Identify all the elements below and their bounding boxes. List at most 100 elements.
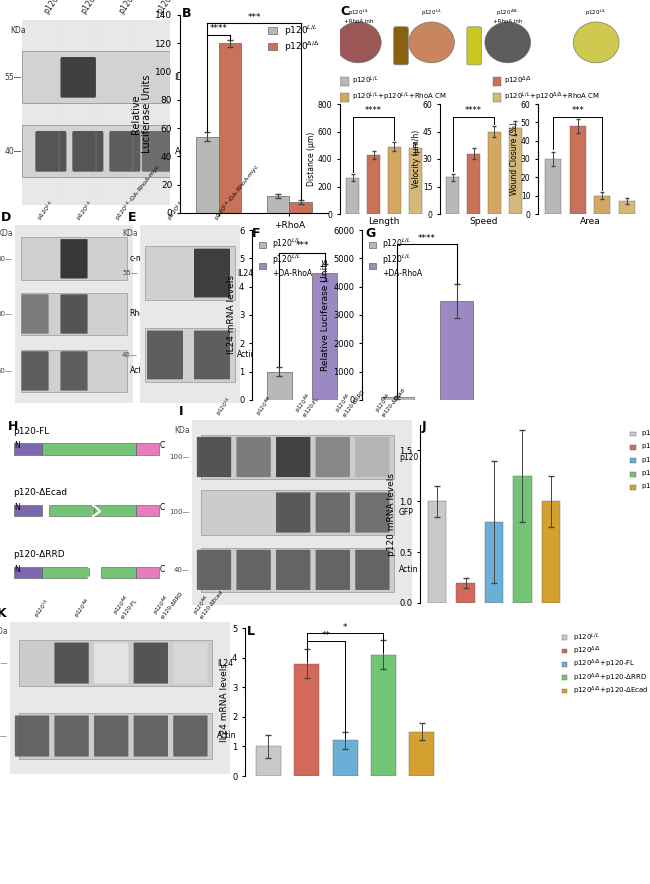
- FancyBboxPatch shape: [356, 550, 389, 590]
- Text: IL24: IL24: [174, 72, 192, 82]
- Text: IL24: IL24: [237, 269, 253, 278]
- Y-axis label: Relative
Luciferase Units: Relative Luciferase Units: [131, 75, 152, 153]
- FancyBboxPatch shape: [21, 293, 127, 335]
- Text: KDa: KDa: [0, 627, 8, 636]
- FancyBboxPatch shape: [316, 550, 350, 590]
- Y-axis label: Distance (μm): Distance (μm): [307, 132, 317, 187]
- FancyBboxPatch shape: [394, 27, 408, 65]
- Y-axis label: p120 mRNA levels: p120 mRNA levels: [387, 473, 396, 555]
- FancyBboxPatch shape: [134, 643, 168, 683]
- FancyBboxPatch shape: [94, 505, 136, 516]
- FancyBboxPatch shape: [14, 444, 42, 454]
- FancyBboxPatch shape: [14, 567, 42, 578]
- FancyBboxPatch shape: [356, 492, 389, 532]
- Y-axis label: Velocity (μm/h): Velocity (μm/h): [412, 130, 421, 188]
- Text: 40—: 40—: [122, 352, 138, 358]
- Text: B: B: [182, 6, 192, 19]
- Y-axis label: Relative Luciferase Units: Relative Luciferase Units: [322, 259, 330, 371]
- FancyBboxPatch shape: [197, 550, 231, 590]
- FancyBboxPatch shape: [276, 437, 310, 477]
- Text: G: G: [365, 227, 375, 240]
- FancyBboxPatch shape: [21, 349, 127, 392]
- Bar: [289, 202, 312, 213]
- Text: **: **: [321, 631, 330, 640]
- Text: Actin: Actin: [237, 350, 257, 360]
- FancyBboxPatch shape: [101, 567, 136, 578]
- Text: KDa: KDa: [122, 229, 138, 238]
- Text: Actin: Actin: [399, 566, 419, 575]
- Text: p120-ΔRRD: p120-ΔRRD: [14, 550, 65, 559]
- Text: Actin: Actin: [217, 731, 237, 741]
- FancyBboxPatch shape: [42, 567, 89, 578]
- FancyBboxPatch shape: [22, 20, 170, 205]
- FancyBboxPatch shape: [55, 643, 89, 683]
- FancyBboxPatch shape: [22, 126, 170, 178]
- Bar: [467, 154, 480, 214]
- Text: 30—: 30—: [0, 255, 12, 262]
- FancyBboxPatch shape: [60, 57, 96, 98]
- FancyBboxPatch shape: [340, 93, 348, 102]
- Text: N: N: [14, 503, 20, 512]
- Text: p120$^{L/L}$: p120$^{L/L}$: [32, 598, 53, 621]
- Text: 40—: 40—: [174, 567, 190, 573]
- FancyBboxPatch shape: [174, 643, 207, 683]
- FancyBboxPatch shape: [134, 715, 168, 757]
- FancyBboxPatch shape: [197, 437, 231, 477]
- Text: ***: ***: [571, 106, 584, 115]
- Text: KDa: KDa: [10, 26, 26, 34]
- Text: p120$^{\Delta/\Delta}$: p120$^{\Delta/\Delta}$: [254, 394, 276, 418]
- Text: ****: ****: [465, 106, 482, 115]
- Bar: [545, 159, 561, 214]
- Bar: [266, 196, 289, 213]
- Text: ****: ****: [365, 106, 382, 115]
- FancyBboxPatch shape: [276, 550, 310, 590]
- FancyBboxPatch shape: [15, 225, 133, 403]
- Text: I: I: [179, 405, 183, 418]
- Text: RhoA: RhoA: [129, 309, 150, 318]
- Text: F: F: [252, 227, 261, 240]
- Text: c-myc: c-myc: [129, 255, 152, 263]
- Text: 55—: 55—: [122, 270, 138, 276]
- Text: p120$^{\Delta/\Delta}$
-p120-ΔEcad: p120$^{\Delta/\Delta}$ -p120-ΔEcad: [190, 583, 225, 621]
- Text: p120$^{L/L}$: p120$^{L/L}$: [421, 8, 442, 18]
- Bar: [312, 272, 337, 400]
- Bar: [294, 664, 319, 776]
- Bar: [371, 655, 396, 776]
- Text: p120$^{L/L}$+p120$^{L/L}$+RhoA CM: p120$^{L/L}$+p120$^{L/L}$+RhoA CM: [352, 91, 447, 103]
- FancyBboxPatch shape: [174, 715, 207, 757]
- Bar: [488, 132, 501, 214]
- FancyBboxPatch shape: [14, 505, 42, 516]
- FancyBboxPatch shape: [94, 643, 128, 683]
- FancyBboxPatch shape: [21, 294, 49, 333]
- FancyBboxPatch shape: [136, 444, 159, 454]
- FancyBboxPatch shape: [340, 77, 348, 86]
- Legend: p120$^{L/L}$, p120$^{L/L}$
+DA-RhoA: p120$^{L/L}$, p120$^{L/L}$ +DA-RhoA: [256, 234, 315, 280]
- Legend: p120$^{L/L}$, p120$^{\Delta/\Delta}$, p120$^{\Delta/\Delta}$+p120-FL, p120$^{\De: p120$^{L/L}$, p120$^{\Delta/\Delta}$, p1…: [559, 629, 650, 700]
- Text: p120$^{\Delta/\Delta}$
-p120-ΔRRD: p120$^{\Delta/\Delta}$ -p120-ΔRRD: [151, 584, 184, 621]
- Bar: [255, 746, 281, 776]
- Bar: [367, 155, 380, 214]
- FancyBboxPatch shape: [35, 131, 66, 171]
- FancyBboxPatch shape: [145, 247, 235, 300]
- Ellipse shape: [485, 22, 530, 63]
- FancyBboxPatch shape: [94, 715, 128, 757]
- FancyBboxPatch shape: [136, 505, 159, 516]
- Bar: [381, 397, 413, 400]
- Text: 30—: 30—: [0, 311, 12, 317]
- FancyBboxPatch shape: [55, 715, 89, 757]
- Text: p120$^{L/L}$: p120$^{L/L}$: [40, 0, 68, 19]
- Bar: [456, 583, 474, 603]
- Bar: [196, 137, 219, 213]
- Text: ***: ***: [247, 13, 261, 22]
- Bar: [219, 43, 241, 213]
- Bar: [619, 202, 635, 214]
- Text: p120$^{L/L}$: p120$^{L/L}$: [165, 198, 188, 224]
- Legend: p120$^{L/L}$, p120$^{L/L}$
+DA-RhoA: p120$^{L/L}$, p120$^{L/L}$ +DA-RhoA: [366, 234, 425, 280]
- FancyBboxPatch shape: [237, 550, 271, 590]
- Bar: [594, 195, 610, 214]
- FancyBboxPatch shape: [201, 548, 395, 592]
- Text: p120$^{\Delta/\Delta}$: p120$^{\Delta/\Delta}$: [504, 75, 532, 88]
- Text: ***: ***: [295, 240, 309, 250]
- Text: p120$^{L/L}$: p120$^{L/L}$: [586, 8, 607, 18]
- Text: KDa: KDa: [0, 229, 12, 238]
